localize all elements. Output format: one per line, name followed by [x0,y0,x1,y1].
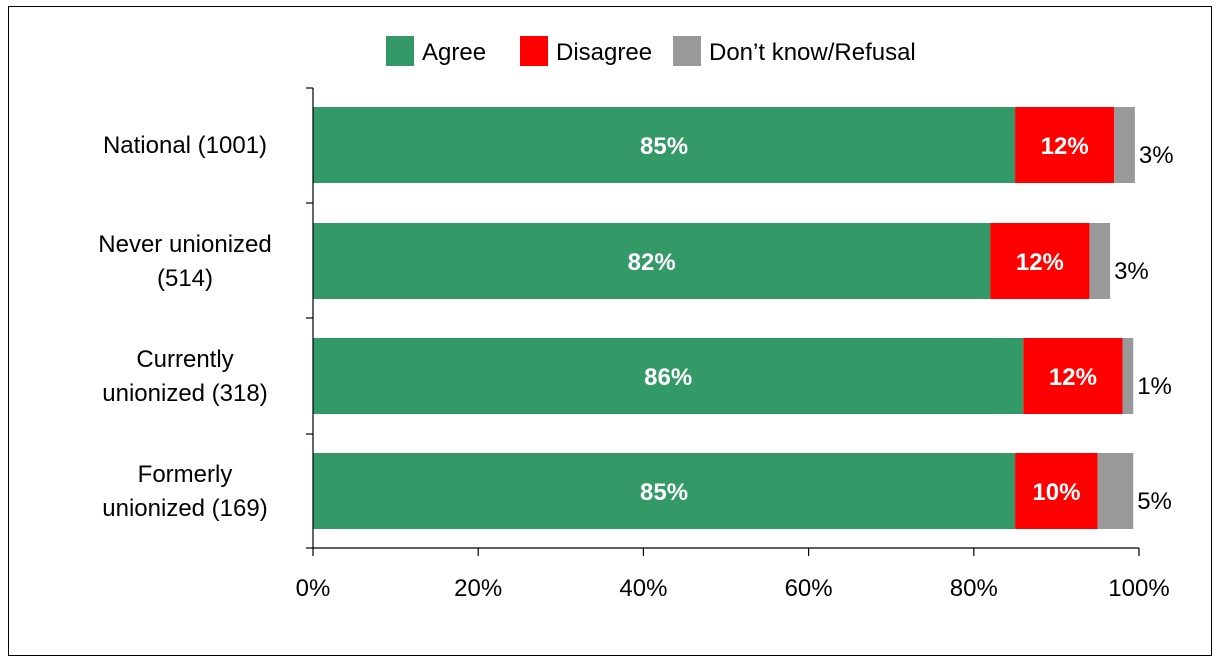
x-tick-label-3: 60% [785,575,833,602]
data-label-agree-0: 85% [640,133,688,160]
x-tick-label-1: 20% [454,575,502,602]
legend: Agree Disagree Don’t know/Refusal [386,36,916,66]
data-label-agree-1: 82% [628,249,676,276]
legend-label-don-t-know-refusal: Don’t know/Refusal [709,39,916,66]
bar-don-t-know-refusal-3 [1097,453,1134,529]
bar-don-t-know-refusal-1 [1089,223,1111,299]
data-label-don-t-know-refusal-3: 5% [1137,488,1172,515]
category-label-2-0: Currently [136,346,233,373]
bar-disagree-0 [1015,107,1115,183]
axes: 0% 20% 40% 60% 80% 100% [296,87,1170,602]
data-label-don-t-know-refusal-2: 1% [1137,373,1172,400]
bar-agree-2 [313,338,1024,414]
legend-swatch-disagree [520,36,548,66]
bar-don-t-know-refusal-0 [1114,107,1135,183]
data-label-disagree-1: 12% [1016,249,1064,276]
x-tick-label-2: 40% [619,575,667,602]
bar-disagree-2 [1023,338,1123,414]
legend-swatch-don-t-know-refusal [673,36,701,66]
category-label-3-0: Formerly [138,461,233,488]
data-label-agree-2: 86% [644,364,692,391]
bar-disagree-3 [1015,453,1098,529]
legend-label-agree: Agree [422,39,486,66]
x-tick-label-4: 80% [950,575,998,602]
legend-label-disagree: Disagree [556,39,652,66]
data-label-don-t-know-refusal-0: 3% [1139,142,1174,169]
x-tick-label-0: 0% [296,575,331,602]
data-label-agree-3: 85% [640,479,688,506]
category-label-1-0: Never unionized [98,231,271,258]
bar-agree-0 [313,107,1016,183]
category-label-3-1: unionized (169) [102,495,267,522]
category-label-0-0: National (1001) [103,132,267,159]
data-label-disagree-3: 10% [1032,479,1080,506]
bar-agree-3 [313,453,1016,529]
data-label-don-t-know-refusal-1: 3% [1114,258,1149,285]
category-label-1-1: (514) [157,265,213,292]
legend-swatch-agree [386,36,414,66]
data-label-disagree-0: 12% [1041,133,1089,160]
bar-don-t-know-refusal-2 [1122,338,1134,414]
category-label-2-1: unionized (318) [102,380,267,407]
bar-disagree-1 [990,223,1090,299]
bars: 85% 12% 3% National (1001) 82% 12% 3% Never uni… [98,107,1174,529]
data-label-disagree-2: 12% [1049,364,1097,391]
x-tick-label-5: 100% [1108,575,1169,602]
bar-agree-1 [313,223,991,299]
